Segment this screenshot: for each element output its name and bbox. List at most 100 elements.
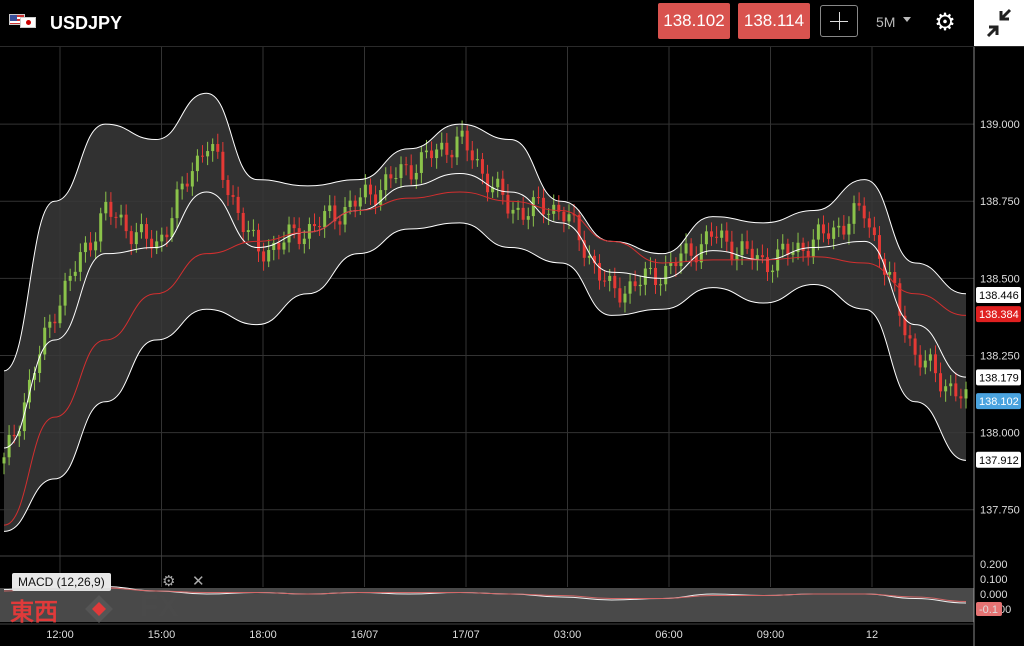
candle-body bbox=[516, 207, 520, 210]
top-toolbar: USDJPY 138.102 138.114 5M ⚙ bbox=[0, 0, 1024, 47]
collapse-icon[interactable] bbox=[974, 0, 1024, 46]
time-tick-label: 18:00 bbox=[249, 629, 277, 641]
candle-body bbox=[659, 284, 663, 286]
candle-body bbox=[241, 212, 245, 233]
candle-body bbox=[282, 242, 286, 250]
candle-body bbox=[684, 243, 688, 254]
candle-body bbox=[119, 214, 123, 218]
candle-body bbox=[43, 327, 47, 355]
candle-body bbox=[134, 232, 138, 245]
price-tick-label: 138.000 bbox=[980, 428, 1020, 440]
candle-body bbox=[297, 228, 301, 245]
timeframe-selector[interactable]: 5M bbox=[876, 14, 896, 30]
candle-body bbox=[648, 267, 652, 269]
bollinger-upper-line bbox=[3, 92, 967, 372]
candle-body bbox=[470, 150, 474, 161]
macd-tick-label: 0.200 bbox=[980, 559, 1008, 571]
candle-body bbox=[262, 251, 266, 262]
candle-body bbox=[307, 224, 311, 239]
indicator-close-icon[interactable]: ✕ bbox=[192, 573, 205, 590]
candle-body bbox=[862, 205, 866, 219]
candle-body bbox=[832, 227, 836, 239]
candle-body bbox=[781, 243, 785, 250]
candle-body bbox=[27, 379, 31, 403]
candle-body bbox=[63, 280, 67, 306]
bollinger-band-fill bbox=[4, 93, 966, 532]
candle-body bbox=[704, 231, 708, 245]
candle-body bbox=[582, 240, 586, 258]
price-tick-label: 139.000 bbox=[980, 119, 1020, 131]
candle-body bbox=[399, 164, 403, 179]
candle-body bbox=[842, 225, 846, 235]
candle-body bbox=[83, 242, 87, 253]
candle-body bbox=[654, 267, 658, 286]
candle-body bbox=[272, 242, 276, 251]
buy-price-button[interactable]: 138.114 bbox=[738, 3, 810, 39]
candle-body bbox=[771, 270, 775, 273]
candle-body bbox=[496, 178, 500, 188]
candle-body bbox=[150, 238, 154, 249]
candle-body bbox=[216, 144, 220, 152]
candle-body bbox=[190, 171, 194, 187]
candle-body bbox=[811, 239, 815, 258]
candle-body bbox=[328, 205, 332, 212]
time-tick-label: 16/07 bbox=[351, 629, 379, 641]
sell-price-button[interactable]: 138.102 bbox=[658, 3, 730, 39]
candle-body bbox=[765, 257, 769, 273]
crosshair-icon[interactable] bbox=[820, 5, 858, 37]
time-tick-label: 06:00 bbox=[655, 629, 683, 641]
candle-body bbox=[664, 265, 668, 285]
candle-body bbox=[435, 149, 439, 159]
chevron-down-icon[interactable] bbox=[903, 17, 911, 22]
time-tick-label: 09:00 bbox=[757, 629, 785, 641]
candle-body bbox=[221, 151, 225, 180]
candle-body bbox=[872, 227, 876, 236]
candle-body bbox=[206, 151, 210, 157]
candle-body bbox=[755, 255, 759, 261]
candle-body bbox=[292, 224, 296, 229]
candle-body bbox=[888, 272, 892, 275]
candle-body bbox=[73, 271, 77, 276]
candle-body bbox=[394, 178, 398, 180]
candle-body bbox=[348, 200, 352, 207]
candle-body bbox=[577, 215, 581, 241]
candle-body bbox=[750, 248, 754, 261]
candle-body bbox=[333, 205, 337, 222]
candle-body bbox=[959, 396, 963, 399]
candle-body bbox=[343, 206, 347, 225]
candle-body bbox=[679, 253, 683, 267]
candle-body bbox=[536, 197, 540, 199]
price-marker-label: 138.102 bbox=[979, 396, 1019, 408]
candle-body bbox=[251, 229, 255, 231]
price-chart[interactable]: 139.000 138.750 138.500 138.250 138.000 137.7… bbox=[0, 47, 1024, 646]
candle-body bbox=[231, 195, 235, 197]
candle-body bbox=[857, 203, 861, 206]
candle-body bbox=[694, 255, 698, 263]
candle-body bbox=[730, 241, 734, 261]
indicator-settings-icon[interactable]: ⚙ bbox=[162, 573, 176, 590]
candle-body bbox=[455, 136, 459, 158]
candle-body bbox=[837, 225, 841, 228]
candle-body bbox=[486, 173, 490, 193]
symbol-title[interactable]: USDJPY bbox=[50, 13, 123, 33]
gear-icon[interactable]: ⚙ bbox=[934, 9, 956, 36]
macd-current-label: -0.1 bbox=[979, 604, 998, 616]
watermark-banner bbox=[0, 588, 974, 622]
price-tick-label: 138.750 bbox=[980, 196, 1020, 208]
candle-body bbox=[740, 241, 744, 255]
candle-body bbox=[939, 373, 943, 392]
candle-body bbox=[124, 214, 128, 232]
candle-body bbox=[557, 204, 561, 212]
moving-average-line bbox=[3, 191, 967, 526]
candle-body bbox=[852, 203, 856, 224]
candle-body bbox=[786, 243, 790, 255]
macd-indicator-label[interactable]: MACD (12,26,9) bbox=[12, 573, 111, 591]
price-marker-label: 138.446 bbox=[979, 290, 1019, 302]
candle-body bbox=[760, 255, 764, 258]
candle-body bbox=[949, 383, 953, 387]
candle-body bbox=[531, 197, 535, 217]
candle-body bbox=[480, 159, 484, 174]
candle-body bbox=[58, 305, 62, 324]
candle-body bbox=[801, 242, 805, 251]
candle-body bbox=[185, 183, 189, 187]
